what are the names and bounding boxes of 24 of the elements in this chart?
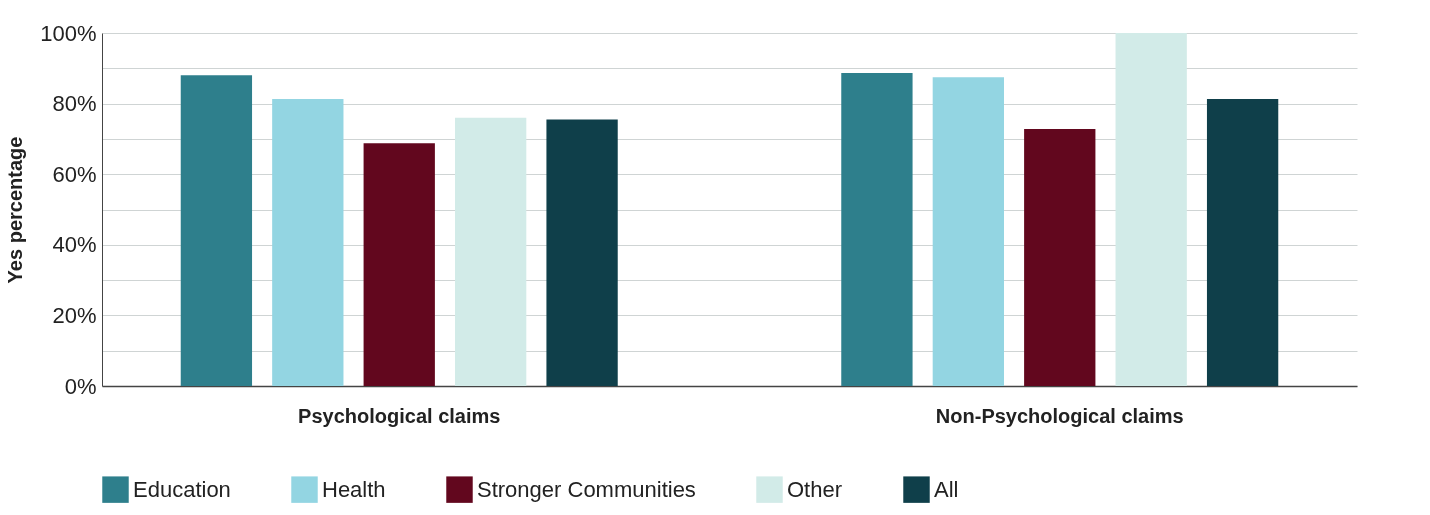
y-tick-label: 100%: [40, 20, 97, 46]
bar: [1206, 99, 1279, 386]
legend-label: Stronger Communities: [477, 476, 696, 502]
bar: [841, 72, 913, 386]
legend-label: All: [934, 476, 959, 502]
x-tick-label: Non-Psychological claims: [935, 404, 1184, 427]
y-tick-label: 80%: [52, 91, 97, 117]
legend-label: Health: [322, 476, 386, 502]
legend-label: Education: [133, 476, 231, 502]
bar: [546, 119, 618, 386]
bar: [1024, 129, 1096, 386]
legend-label: Other: [787, 476, 843, 502]
y-tick-label: 40%: [52, 232, 97, 258]
bar: [180, 75, 253, 386]
y-tick-label: 60%: [52, 161, 97, 187]
bar: [1115, 33, 1187, 386]
y-tick-label: 0%: [64, 373, 97, 399]
y-tick-label: 20%: [52, 302, 97, 328]
bar: [272, 99, 344, 386]
bar: [932, 77, 1004, 386]
y-axis-title: Yes percentage: [4, 136, 27, 284]
bar: [363, 143, 435, 386]
x-tick-label: Psychological claims: [298, 404, 501, 427]
bar: [455, 117, 527, 386]
